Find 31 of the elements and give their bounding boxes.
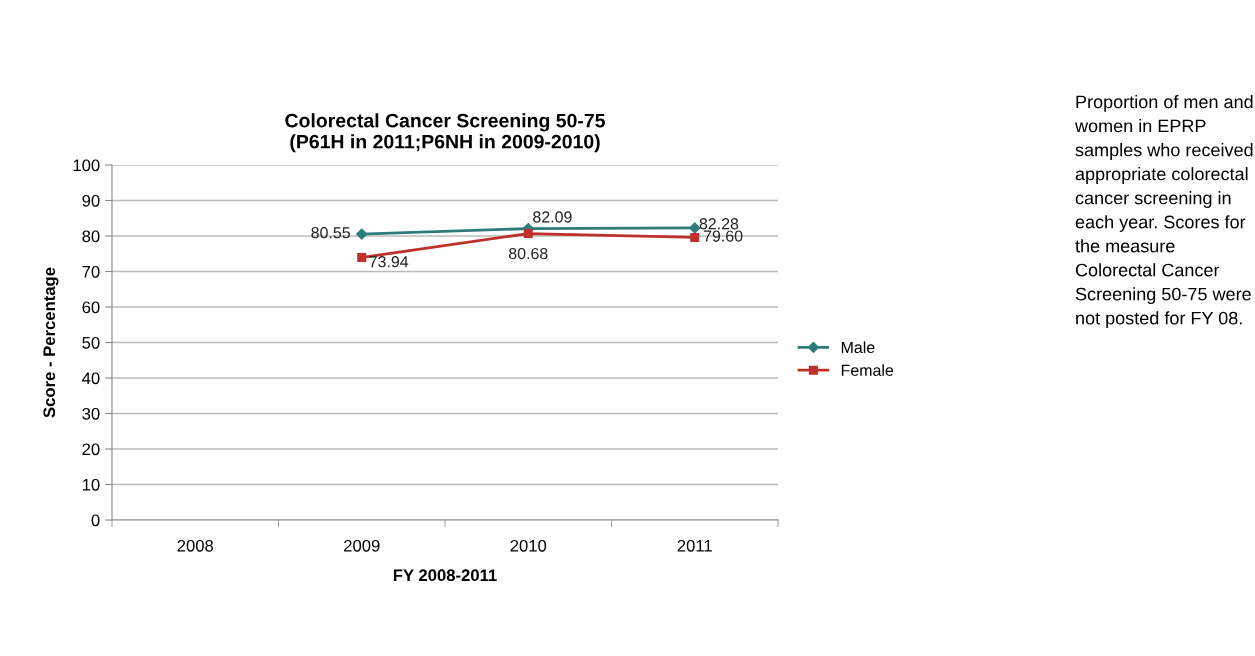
data-label: 73.94: [369, 256, 409, 268]
y-tick-label: 10: [82, 478, 100, 491]
y-tick-label: 20: [82, 443, 100, 456]
x-tick-label: 2010: [510, 539, 547, 552]
legend-label: Male: [841, 341, 875, 354]
y-tick-label: 90: [82, 194, 100, 207]
point: [523, 229, 533, 239]
point: [356, 228, 368, 240]
x-tick-label: 2011: [677, 539, 712, 552]
data-label: 82.09: [533, 211, 572, 223]
data-label: 79.60: [703, 230, 743, 242]
point: [357, 252, 367, 263]
y-tick-label: 80: [82, 230, 100, 243]
y-tick-label: 40: [82, 372, 100, 385]
x-tick-label: 2008: [177, 539, 214, 552]
data-label: 82.28: [699, 218, 739, 230]
y-tick-label: 70: [82, 265, 100, 278]
y-tick-label: 60: [82, 301, 100, 314]
x-axis-title: FY 2008-2011: [393, 569, 497, 582]
y-axis-title: Score - Percentage: [43, 267, 59, 418]
y-tick-label: 100: [73, 159, 100, 172]
chart-title: Colorectal Cancer Screening 50-75 (P61H in 2011;P6NH in 2009-2010): [285, 113, 605, 153]
text: Proportion of men and women in EPRP samples who received appropriate colorectal cancer screening in each year. Scores for the measure Colorectal Cancer Screening 50-75 were not posted for FY 08.: [1074, 95, 1253, 329]
y-tick-label: 0: [91, 514, 100, 527]
y-tick-label: 30: [82, 407, 100, 420]
data-label: 80.68: [508, 247, 548, 260]
legend-label: Female: [841, 364, 894, 376]
point: [690, 232, 700, 242]
y-tick-label: 50: [82, 336, 100, 349]
data-label: 80.55: [311, 227, 350, 239]
x-tick-label: 2009: [344, 539, 380, 552]
